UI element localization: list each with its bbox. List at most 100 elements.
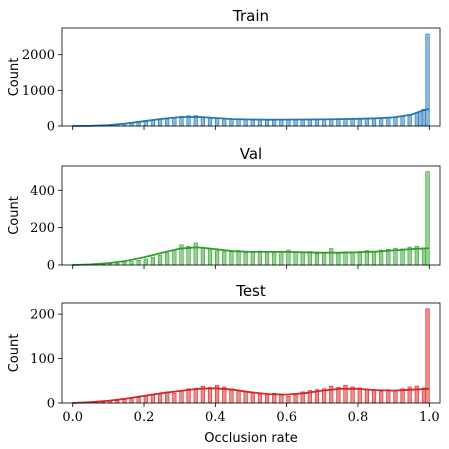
histogram-bar [379, 391, 384, 404]
histogram-bar [272, 251, 277, 266]
histogram-bar [386, 389, 391, 404]
histogram-bar [421, 108, 427, 127]
histogram-bar [400, 116, 405, 127]
kde-line [72, 246, 430, 266]
panel-test: Test 0 100 200 0.0 0.2 0.4 0.6 0.8 1.0 Count Occlus… [7, 282, 441, 446]
histogram-bar [129, 398, 134, 404]
histogram-bar [250, 251, 255, 266]
kde-line [72, 387, 430, 404]
histogram-bar [279, 393, 284, 404]
histogram-bar [157, 254, 163, 266]
histogram-bar [343, 251, 348, 266]
histogram-bar [400, 248, 405, 266]
x-tick-label: 0.8 [348, 410, 369, 425]
histogram-bar [250, 119, 255, 127]
histogram-bar [393, 116, 398, 127]
histogram-bar [193, 389, 198, 404]
histogram-bar [136, 397, 141, 404]
histogram-bar [172, 117, 177, 127]
histogram-bar [222, 118, 227, 127]
histogram-bar [243, 119, 248, 127]
y-axis-label: Count [7, 334, 22, 373]
histogram-bar [364, 118, 369, 127]
histogram-bar [229, 388, 234, 404]
histogram-bar [200, 246, 205, 266]
histogram-bar [165, 252, 170, 266]
histogram-bar [250, 392, 255, 404]
histogram-bar [350, 118, 355, 127]
histogram-bar [300, 119, 305, 127]
histogram-bar [407, 115, 412, 127]
histogram-bar [414, 112, 419, 127]
histogram-bar [357, 118, 362, 127]
histogram-bar [179, 390, 184, 404]
histogram-bar [243, 391, 248, 404]
axes-frame [61, 302, 441, 404]
histogram-bar [136, 122, 141, 127]
x-tick-label: 0.4 [205, 410, 226, 425]
histogram-bar [157, 393, 163, 404]
histogram-bar [425, 33, 430, 127]
histogram-bar [165, 118, 170, 127]
histogram-bar [229, 251, 234, 266]
histogram-bar [393, 390, 398, 404]
histogram-bar [257, 250, 262, 266]
histogram-bar [425, 171, 430, 266]
histogram-bar [322, 251, 327, 266]
histogram-bar [300, 252, 305, 266]
histogram-bar [286, 396, 291, 404]
y-tick-label: 400 [30, 184, 55, 199]
axes-frame [61, 27, 441, 127]
histogram-bar [143, 396, 148, 404]
x-tick-label: 0.0 [62, 410, 83, 425]
histogram-bar [343, 384, 348, 404]
panel-val: Val 0 200 400 Count [7, 145, 441, 274]
histogram-bar [371, 250, 377, 266]
histogram-bar [336, 118, 341, 127]
histogram-bar [371, 118, 377, 127]
histogram-bar [129, 261, 134, 266]
histogram-bar [257, 119, 262, 127]
histogram-bar [207, 117, 213, 127]
histogram-bar [314, 253, 320, 266]
histogram-bar [379, 249, 384, 266]
histogram-bar [236, 250, 241, 266]
histogram-bar [172, 249, 177, 266]
histogram-bar [421, 247, 427, 266]
histogram-bar [364, 389, 369, 404]
histogram-bar [264, 394, 270, 404]
y-tick-label: 0 [47, 259, 55, 274]
panel-title: Test [235, 282, 266, 300]
x-axis-label: Occlusion rate [204, 431, 298, 446]
histogram-bar [193, 242, 198, 266]
y-axis-label: Count [7, 196, 22, 235]
histogram-bar [343, 118, 348, 127]
y-tick-label: 200 [30, 221, 55, 236]
y-tick-label: 1000 [22, 84, 55, 99]
y-tick-label: 0 [47, 120, 55, 135]
histogram-bar [215, 250, 220, 266]
histogram-bar [307, 119, 312, 127]
y-tick-label: 0 [47, 397, 55, 412]
histogram-bar [336, 253, 341, 266]
x-tick-label: 0.6 [276, 410, 297, 425]
histogram-bar [207, 387, 213, 404]
histogram-bar [314, 119, 320, 127]
histogram-bar [257, 393, 262, 404]
histogram-bar [172, 392, 177, 404]
y-tick-label: 2000 [22, 48, 55, 63]
panel-title: Val [240, 145, 262, 163]
histogram-bar [272, 119, 277, 127]
histogram-bar [293, 394, 298, 404]
histogram-bar [307, 251, 312, 266]
x-tick-label: 1.0 [419, 410, 440, 425]
histogram-bar [350, 252, 355, 266]
histogram-bar [157, 119, 163, 127]
y-tick-label: 100 [30, 352, 55, 367]
histogram-bar [279, 250, 284, 266]
histogram-bar [150, 256, 156, 266]
histogram-bar [329, 248, 334, 266]
axes-frame [61, 165, 441, 266]
